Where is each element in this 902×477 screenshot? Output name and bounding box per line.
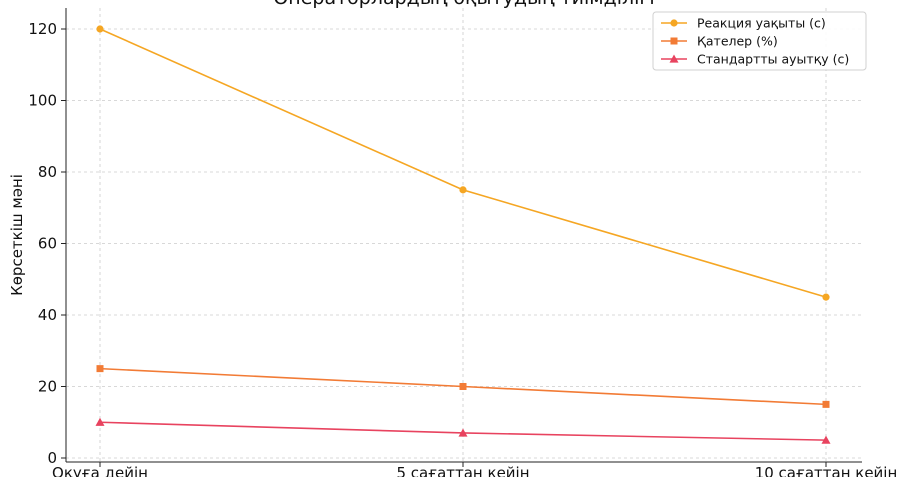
y-tick-label: 80 [38, 163, 57, 181]
y-tick-label: 20 [38, 378, 57, 396]
legend-marker [670, 37, 678, 45]
x-tick-label: Оқуға дейін [52, 464, 148, 477]
chart-title: Операторлардың оқытудың тиімділігі [273, 0, 654, 9]
series-1 [96, 25, 830, 301]
legend-item: Қателер (%) [661, 34, 778, 49]
x-tick-label: 10 сағаттан кейін [755, 464, 898, 477]
data-point [96, 25, 104, 33]
data-point [458, 428, 468, 437]
legend-label: Реакция уақыты (с) [697, 16, 826, 31]
data-point [822, 293, 830, 301]
y-tick-label: 0 [47, 449, 57, 467]
series-2 [96, 365, 830, 408]
legend: Реакция уақыты (с) Қателер (%) Стандартты … [652, 11, 867, 71]
legend-marker [669, 54, 679, 63]
data-point [821, 435, 831, 444]
legend-item: Реакция уақыты (с) [661, 16, 826, 31]
y-axis-label: Көрсеткіш мәні [8, 174, 26, 296]
legend-marker [670, 19, 678, 27]
data-point [459, 383, 467, 390]
data-point [96, 365, 104, 373]
legend-label: Стандартты ауытқу (с) [697, 52, 849, 67]
y-tick-label: 40 [38, 306, 57, 324]
data-point [459, 186, 467, 194]
y-tick-label: 100 [28, 92, 57, 110]
series-3 [95, 417, 831, 444]
legend-box [652, 11, 867, 71]
y-tick-label: 60 [38, 235, 57, 253]
legend-label: Қателер (%) [697, 34, 778, 49]
axes [61, 8, 862, 467]
grid [66, 8, 862, 462]
data-point [95, 417, 105, 426]
series-lines [95, 25, 831, 444]
tick-labels: 0 20 40 60 80 100 120 Оқуға дейін 5 сағаттан кей… [28, 20, 897, 477]
data-point [822, 400, 830, 408]
y-tick-label: 120 [28, 20, 57, 38]
legend-item: Стандартты ауытқу (с) [661, 52, 849, 67]
x-tick-label: 5 сағаттан кейін [396, 464, 529, 477]
